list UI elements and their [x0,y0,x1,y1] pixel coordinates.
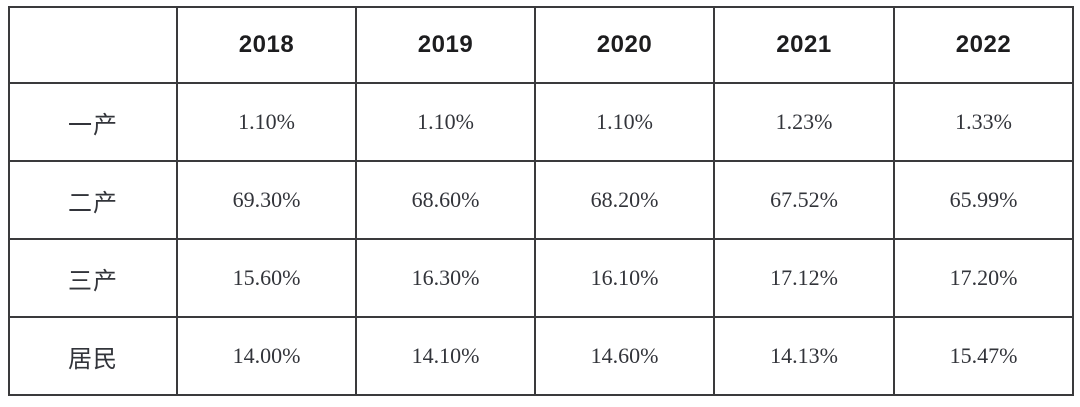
value-cell: 1.10% [534,82,715,162]
column-header-2018: 2018 [176,6,357,84]
column-header-2021: 2021 [713,6,895,84]
value-cell: 1.10% [355,82,536,162]
row-label: 三产 [8,238,178,318]
value-cell: 14.60% [534,316,715,396]
value-cell: 1.33% [893,82,1074,162]
value-cell: 1.23% [713,82,895,162]
share-table: 2018 2019 2020 2021 2022 一产 1.10% 1.10% … [8,6,1074,396]
row-label: 居民 [8,316,178,396]
table-row-secondary-industry: 二产 69.30% 68.60% 68.20% 67.52% 65.99% [8,160,1074,240]
column-header-2020: 2020 [534,6,715,84]
value-cell: 16.30% [355,238,536,318]
column-header-2022: 2022 [893,6,1074,84]
share-table-container: 2018 2019 2020 2021 2022 一产 1.10% 1.10% … [8,6,1074,396]
column-header-2019: 2019 [355,6,536,84]
value-cell: 15.47% [893,316,1074,396]
value-cell: 67.52% [713,160,895,240]
value-cell: 14.13% [713,316,895,396]
corner-cell [8,6,178,84]
value-cell: 15.60% [176,238,357,318]
table-row-primary-industry: 一产 1.10% 1.10% 1.10% 1.23% 1.33% [8,82,1074,162]
row-label: 二产 [8,160,178,240]
value-cell: 14.10% [355,316,536,396]
value-cell: 1.10% [176,82,357,162]
value-cell: 17.12% [713,238,895,318]
value-cell: 68.20% [534,160,715,240]
table-header-row: 2018 2019 2020 2021 2022 [8,6,1074,84]
table-row-residents: 居民 14.00% 14.10% 14.60% 14.13% 15.47% [8,316,1074,396]
table-row-tertiary-industry: 三产 15.60% 16.30% 16.10% 17.12% 17.20% [8,238,1074,318]
value-cell: 14.00% [176,316,357,396]
row-label: 一产 [8,82,178,162]
value-cell: 65.99% [893,160,1074,240]
value-cell: 17.20% [893,238,1074,318]
value-cell: 68.60% [355,160,536,240]
value-cell: 69.30% [176,160,357,240]
value-cell: 16.10% [534,238,715,318]
